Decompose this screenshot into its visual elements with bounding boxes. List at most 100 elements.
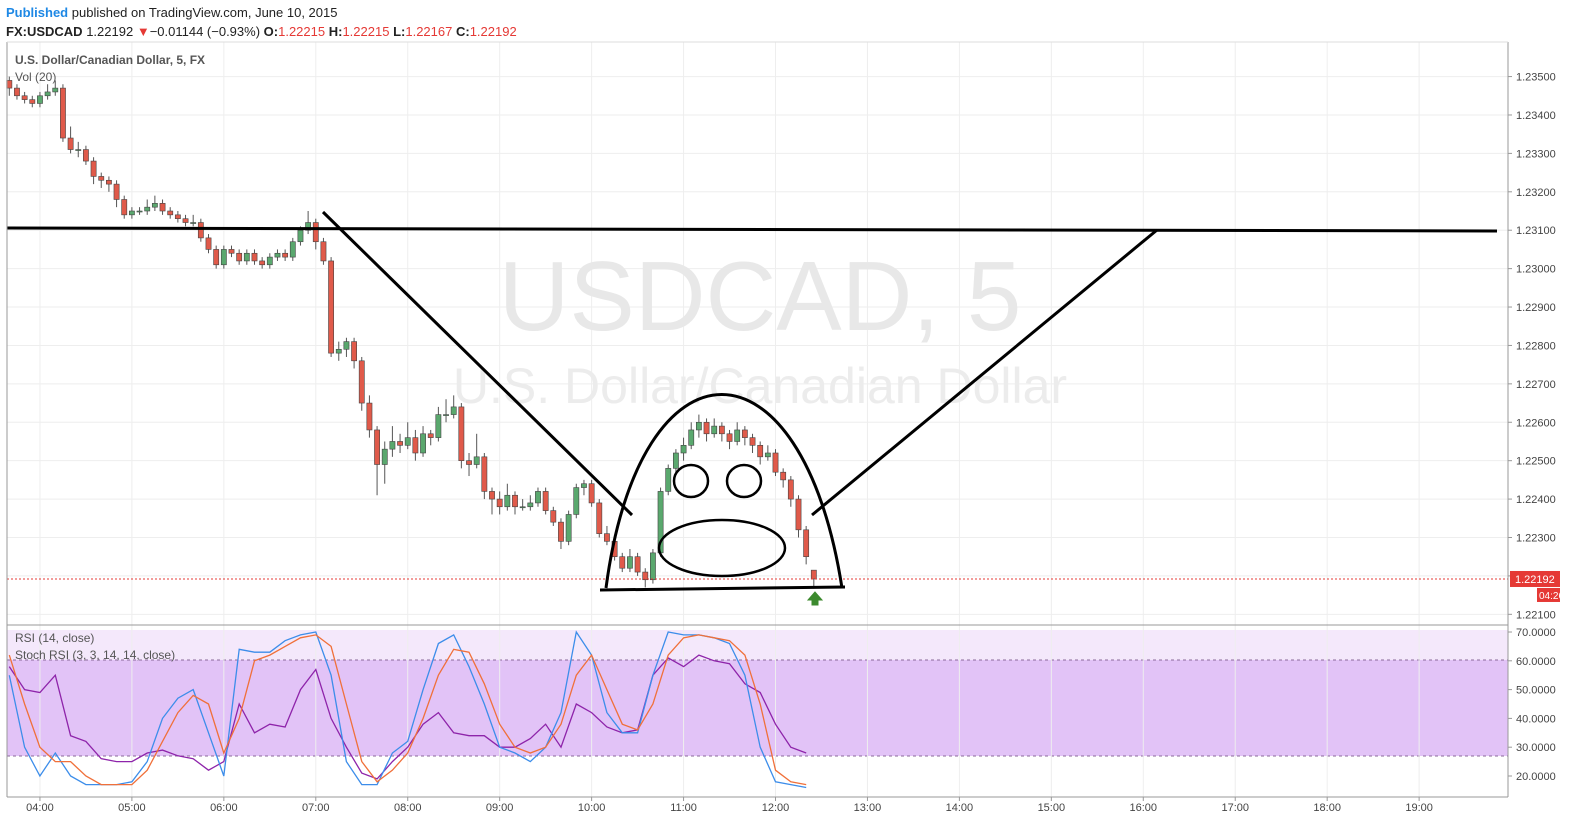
candle-body [98,176,105,181]
candle-body [688,429,695,446]
candle-body [136,210,143,213]
candle-body [427,433,434,438]
chart-title: U.S. Dollar/Canadian Dollar, 5, FX [15,53,205,67]
candle-body [558,521,564,542]
candle-body [320,241,327,262]
candle-body [634,556,641,573]
watermark-subtitle: U.S. Dollar/Canadian Dollar [453,358,1067,414]
h-value: 1.22215 [342,24,390,39]
candle-body [420,433,426,454]
symbol: FX:USDCAD [6,24,83,39]
y-tick-label: 1.22600 [1516,417,1556,429]
dome [604,393,844,589]
candle-body [328,260,335,354]
candle-body [75,149,82,151]
candle-body [29,99,36,104]
candle-body [205,237,212,250]
candle-body [266,256,273,266]
y-tick-label: 1.22900 [1516,302,1556,314]
eye [672,463,710,499]
candle-body [213,249,220,266]
o-value: 1.22215 [278,24,326,39]
y-tick-label: 70.0000 [1516,627,1556,639]
y-tick-label: 60.0000 [1516,656,1556,668]
eye [725,463,763,499]
candle-body [466,460,472,465]
candle-body [190,222,197,224]
candle-body [259,260,266,266]
y-tick-label: 1.23100 [1516,225,1556,237]
candle-body [627,556,633,569]
quote-line: FX:USDCAD 1.22192 ▼−0.01144 (−0.93%) O:1… [6,22,517,41]
candle-body [604,533,610,542]
candle-body [312,222,319,243]
x-tick-label: 05:00 [118,802,146,814]
candle-body [489,491,495,500]
candle-body [650,552,656,581]
indicator-line [8,630,807,789]
candle-body [90,160,97,177]
mouth [657,518,787,578]
y-tick-label: 30.0000 [1516,742,1556,754]
candle-body [619,556,626,569]
candle-body [358,360,365,404]
volume-label: Vol (20) [15,70,56,84]
candle-body [274,252,281,258]
candle-body [305,222,312,231]
x-tick-label: 12:00 [762,802,790,814]
candle-body [810,569,817,580]
x-tick-label: 14:00 [946,802,974,814]
x-tick-label: 08:00 [394,802,422,814]
candle-body [780,471,787,481]
l-value: 1.22167 [405,24,453,39]
candle-body [757,445,764,458]
candle-body [703,421,710,435]
candle-body [351,341,357,362]
y-tick-label: 1.22500 [1516,456,1556,468]
watermark: USDCAD, 5 [499,241,1022,351]
published-link[interactable]: Published [6,5,69,20]
y-tick-label: 1.23200 [1516,187,1556,199]
candle-body [282,252,289,258]
c-value: 1.22192 [469,24,517,39]
candle-body [596,502,603,534]
candle-body [695,421,702,431]
countdown-tag [1537,587,1560,602]
candle-body [397,441,403,446]
candle-body [772,452,779,473]
indicator-line [8,654,807,780]
y-tick-label: 40.0000 [1516,713,1556,725]
candle-body [795,498,802,531]
candle-body [550,510,557,523]
candle-body [672,452,679,469]
candle-body [297,229,304,243]
trend-line [321,210,634,517]
x-tick-label: 09:00 [486,802,514,814]
candle-body [151,203,158,208]
l-label: L: [393,24,406,39]
x-tick-label: 06:00 [210,802,238,814]
candle-body [450,406,457,415]
candle-body [335,348,342,354]
rsi-title: RSI (14, close) [15,631,94,645]
candle-body [52,87,59,93]
candle-body [734,429,741,442]
candle-body [228,249,235,254]
drawings [6,210,1498,606]
x-tick-label: 13:00 [854,802,882,814]
base-line [599,585,846,592]
candle-body [121,199,128,216]
candle-body [366,402,373,431]
indicator-line [8,634,807,786]
candle-body [665,468,672,492]
candle-body [496,498,503,508]
last-price-label: 1.22192 [1515,574,1555,586]
candle-body [542,491,549,511]
y-tick-label: 1.22700 [1516,379,1556,391]
candle-body [443,414,449,416]
x-tick-label: 19:00 [1405,802,1433,814]
y-tick-label: 1.23500 [1516,72,1556,84]
candle-body [803,529,810,558]
